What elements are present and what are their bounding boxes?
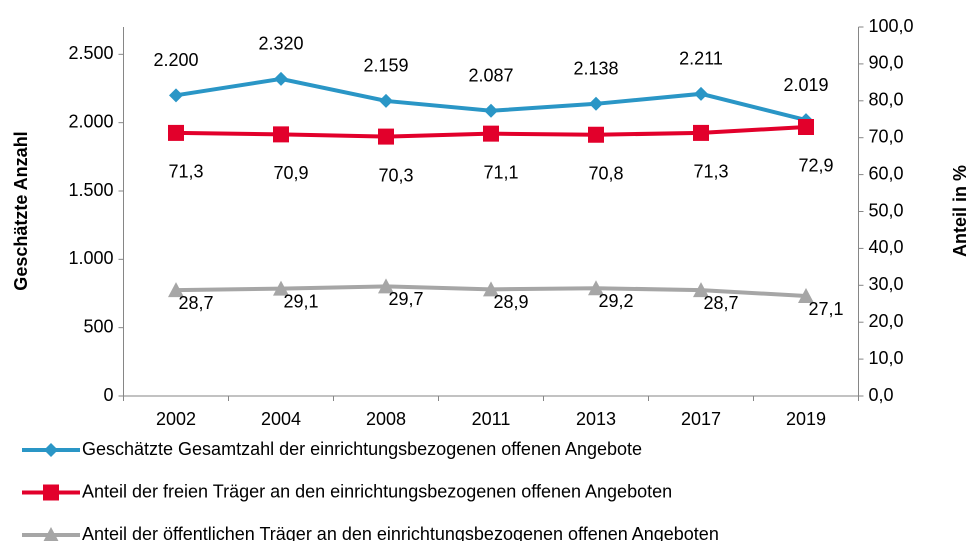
marker [43,527,59,541]
data-label: 70,8 [588,163,623,183]
y2-tick-label: 60,0 [869,163,904,183]
data-label: 2.320 [258,34,303,54]
marker [169,88,183,103]
data-label: 29,2 [598,291,633,311]
x-tick-label: 2008 [366,409,406,429]
marker [588,280,604,296]
y2-tick-label: 20,0 [869,311,904,331]
y2-tick-label: 40,0 [869,237,904,257]
marker [43,484,59,501]
marker [483,281,499,297]
legend-label: Anteil der freien Träger an den einricht… [82,481,672,501]
marker [694,86,708,101]
marker [273,280,289,296]
y2-tick-label: 30,0 [869,274,904,294]
x-tick-label: 2019 [786,409,826,429]
y2-tick-label: 50,0 [869,200,904,220]
y-tick-label: 1.000 [68,248,113,268]
marker [588,126,604,143]
y-tick-label: 0 [103,385,113,405]
data-label: 71,3 [693,162,728,182]
data-label: 27,1 [808,299,843,319]
marker [379,93,393,108]
marker [168,282,184,298]
data-label: 2.138 [573,59,618,79]
data-label: 29,1 [283,291,318,311]
marker [378,128,394,145]
marker [693,282,709,298]
data-label: 71,3 [168,162,203,182]
x-tick-label: 2004 [261,409,301,429]
y-tick-label: 1.500 [68,180,113,200]
x-tick-label: 2013 [576,409,616,429]
y-tick-label: 2.500 [68,43,113,63]
marker [44,443,58,457]
data-label: 28,7 [178,293,213,313]
marker [589,96,603,111]
legend-label: Geschätzte Gesamtzahl der einrichtungsbe… [82,439,642,459]
marker [378,278,394,294]
data-label: 29,7 [388,289,423,309]
y2-tick-label: 80,0 [869,90,904,110]
data-label: 2.087 [468,66,513,86]
y2-tick-label: 90,0 [869,53,904,73]
data-label: 72,9 [798,156,833,176]
data-label: 70,9 [273,163,308,183]
marker [168,124,184,141]
marker [273,126,289,143]
x-tick-label: 2011 [472,409,511,429]
data-label: 71,1 [483,162,518,182]
y2-tick-label: 100,0 [869,16,914,36]
data-label: 2.019 [783,75,828,95]
data-label: 28,9 [493,292,528,312]
marker [798,118,814,135]
y-tick-label: 2.000 [68,111,113,131]
data-label: 28,7 [703,293,738,313]
y2-tick-label: 0,0 [869,385,894,405]
y2-tick-label: 70,0 [869,126,904,146]
marker [798,288,814,304]
data-label: 2.211 [679,49,723,69]
x-tick-label: 2017 [681,409,721,429]
y2-axis-title: Anteil in % [950,165,970,257]
x-tick-label: 2002 [156,409,196,429]
y2-tick-label: 10,0 [869,348,904,368]
marker [483,125,499,142]
marker [274,71,288,86]
y-tick-label: 500 [83,316,113,336]
data-label: 2.200 [153,50,198,70]
marker [693,124,709,141]
data-label: 2.159 [363,56,408,76]
marker [484,103,498,118]
data-label: 70,3 [378,165,413,185]
legend-label: Anteil der öffentlichen Träger an den ei… [82,524,719,541]
y-axis-title: Geschätzte Anzahl [11,131,31,290]
